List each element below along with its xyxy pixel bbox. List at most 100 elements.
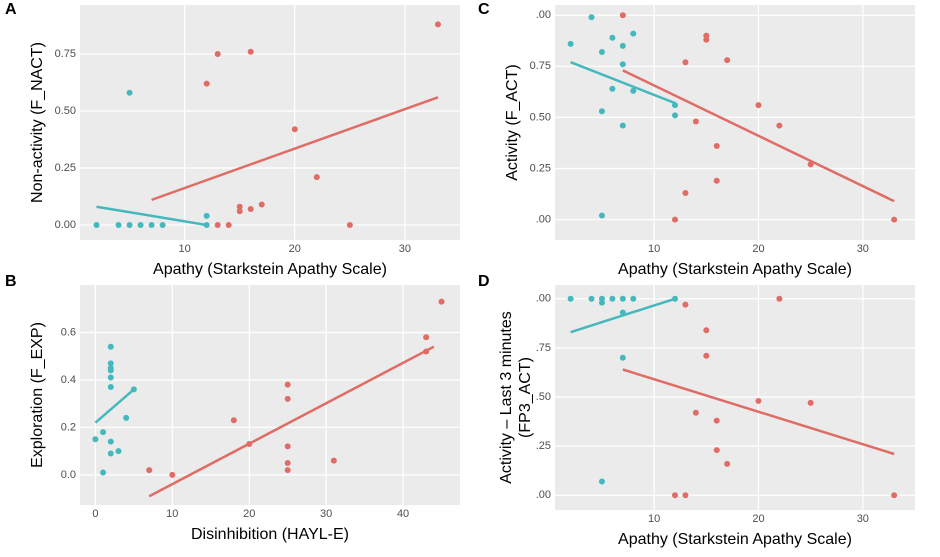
point (107, 360, 114, 367)
point (807, 399, 814, 406)
fit-line (570, 61, 676, 105)
point (619, 12, 626, 19)
point (703, 327, 710, 334)
y-tick-label: 0.0 (61, 469, 76, 481)
fit-line (94, 388, 135, 424)
point (776, 295, 783, 302)
y-tick-label: 0.50 (530, 111, 551, 123)
point (230, 417, 237, 424)
point (609, 34, 616, 41)
x-tick-label: 10 (179, 243, 191, 255)
x-tick-label: 30 (399, 243, 411, 255)
fit-line (570, 297, 676, 334)
point (93, 221, 100, 228)
y-tick-label: 0.2 (61, 421, 76, 433)
x-tick-label: 10 (166, 508, 178, 520)
point (291, 126, 298, 133)
y-tick-label: .00 (536, 213, 551, 225)
y-tick-label: 0.50 (55, 105, 76, 117)
y-tick-label: .00 (536, 9, 551, 21)
point (630, 295, 637, 302)
x-tick-label: 20 (243, 508, 255, 520)
point (284, 467, 291, 474)
panel-label: D (478, 273, 490, 290)
point (214, 221, 221, 228)
point (672, 216, 678, 223)
point (137, 221, 144, 228)
point (203, 80, 210, 87)
point (567, 295, 574, 302)
point (598, 299, 605, 306)
point (598, 49, 605, 55)
fit-line (622, 69, 895, 203)
point (247, 48, 254, 55)
fit-line (148, 345, 435, 498)
point (672, 492, 678, 499)
point (148, 221, 155, 228)
point (891, 216, 898, 223)
y-tick-label: .00 (536, 489, 551, 501)
y-tick-label: 0.75 (530, 60, 551, 72)
point (107, 367, 114, 374)
point (159, 221, 166, 228)
x-tick-label: 10 (648, 243, 660, 255)
point (598, 478, 605, 485)
x-axis-label: Disinhibition (HAYL-E) (191, 526, 349, 543)
point (703, 352, 710, 359)
point (107, 343, 114, 350)
point (236, 203, 243, 210)
x-tick-label: 30 (857, 243, 869, 255)
point (619, 61, 626, 68)
point (672, 112, 678, 119)
point (284, 443, 291, 450)
point (330, 457, 337, 464)
point (713, 177, 720, 184)
point (126, 89, 133, 96)
x-tick-label: 0 (92, 508, 98, 520)
plot-background (555, 5, 915, 240)
point (115, 448, 122, 455)
x-axis-label: Apathy (Starkstein Apathy Scale) (618, 531, 852, 548)
point (225, 221, 232, 228)
point (567, 40, 574, 47)
point (776, 122, 783, 129)
x-tick-label: 20 (752, 243, 764, 255)
y-axis-label: Activity – Last 3 minutes (498, 311, 515, 484)
point (598, 108, 605, 115)
point (203, 212, 210, 219)
point (891, 492, 898, 499)
x-tick-label: 20 (752, 513, 764, 525)
x-axis-label: Apathy (Starkstein Apathy Scale) (153, 261, 387, 278)
y-axis-label: Exploration (F_EXP) (29, 322, 46, 468)
x-tick-label: 30 (857, 513, 869, 525)
point (258, 201, 265, 208)
point (107, 384, 114, 391)
point (619, 122, 626, 129)
point (609, 85, 616, 92)
fit-line (151, 96, 439, 202)
point (107, 374, 114, 381)
point (713, 143, 720, 149)
point (423, 334, 430, 341)
point (247, 206, 254, 213)
point (703, 36, 710, 43)
point (588, 14, 595, 21)
point (682, 190, 689, 196)
point (598, 212, 605, 219)
point (92, 436, 99, 443)
point (284, 395, 291, 402)
panel-label: C (478, 1, 490, 18)
fit-line (622, 368, 895, 456)
point (214, 51, 221, 58)
point (755, 397, 762, 404)
y-tick-label: 0.00 (55, 219, 76, 231)
point (107, 438, 114, 445)
point (609, 295, 616, 302)
point (713, 447, 720, 454)
point (692, 118, 699, 125)
point (123, 414, 130, 421)
point (313, 174, 320, 181)
y-axis-label: Non-activity (F_NACT) (29, 42, 46, 203)
point (346, 221, 353, 228)
